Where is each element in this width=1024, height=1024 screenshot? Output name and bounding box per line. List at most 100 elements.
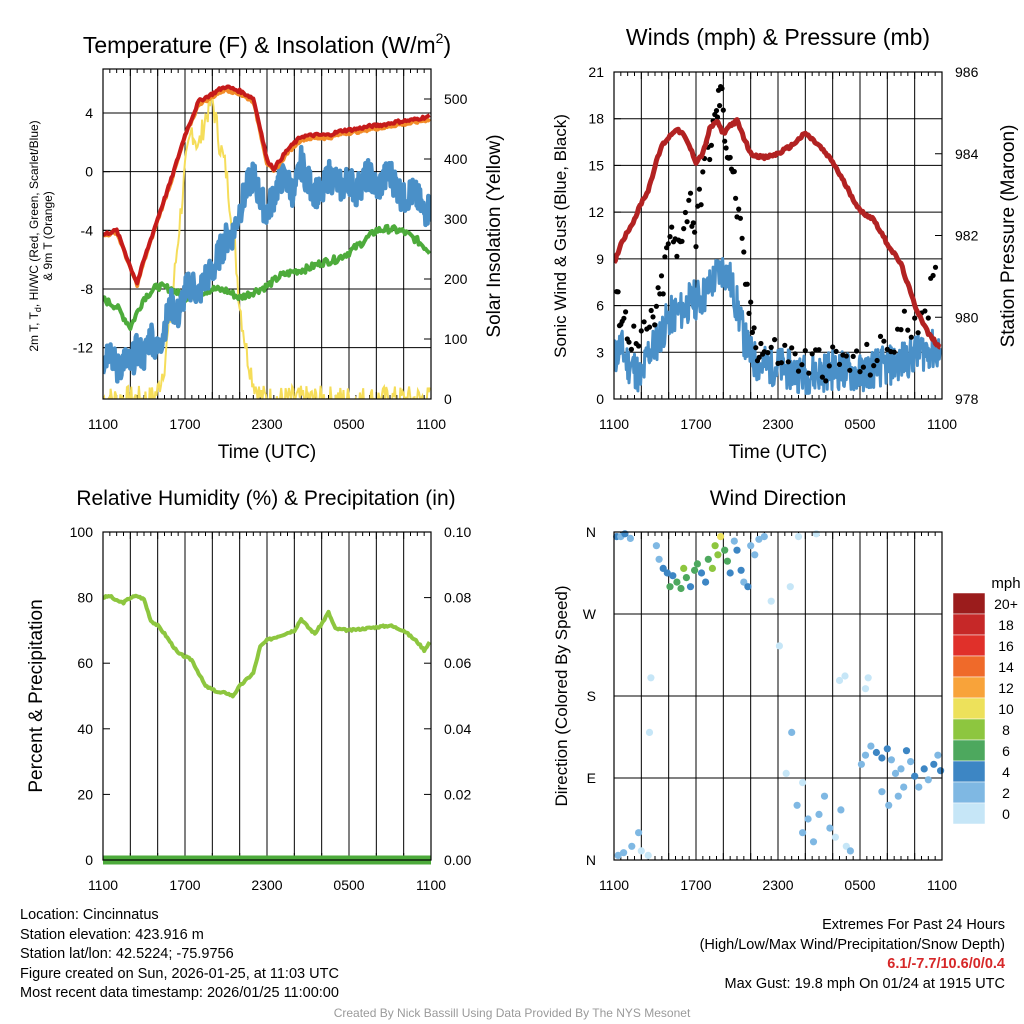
direction-xtick-label: 0500 bbox=[844, 877, 875, 893]
data-timestamp: Most recent data timestamp: 2026/01/25 1… bbox=[20, 985, 339, 1001]
gust-point bbox=[901, 308, 908, 314]
direction-point bbox=[887, 756, 896, 764]
humidity-title: Relative Humidity (%) & Precipitation (i… bbox=[76, 487, 455, 510]
gust-point bbox=[682, 209, 689, 216]
direction-point bbox=[815, 810, 823, 819]
direction-point bbox=[782, 769, 790, 778]
direction-point bbox=[733, 546, 741, 554]
direction-xtick-label: 1100 bbox=[927, 877, 957, 893]
gust-point bbox=[669, 224, 675, 230]
temperature-ytick-label-left: -8 bbox=[81, 281, 94, 297]
direction-point bbox=[924, 776, 932, 784]
direction-xtick-label: 1100 bbox=[599, 877, 629, 893]
direction-ytick-label: N bbox=[586, 852, 596, 868]
gust-point bbox=[874, 357, 880, 364]
gust-point bbox=[802, 348, 808, 354]
gust-point bbox=[714, 114, 721, 120]
direction-point bbox=[804, 815, 812, 823]
sonic-wind-line bbox=[614, 257, 942, 395]
winds-border bbox=[613, 71, 943, 400]
humidity-xtick-label: 2300 bbox=[251, 877, 282, 893]
humidity-ytick-label-left: 40 bbox=[77, 721, 93, 737]
gust-point bbox=[765, 350, 771, 356]
gust-point bbox=[847, 367, 853, 373]
direction-point bbox=[697, 569, 706, 577]
gust-point bbox=[744, 281, 750, 287]
direction-point bbox=[663, 569, 671, 577]
gust-point bbox=[733, 195, 739, 201]
gust-point bbox=[662, 254, 668, 260]
temperature-border bbox=[102, 68, 432, 400]
gust-point bbox=[792, 351, 798, 357]
gust-point bbox=[823, 378, 829, 384]
gust-point bbox=[727, 154, 733, 161]
gust-point bbox=[826, 363, 832, 369]
humidity-ytick-label-left: 60 bbox=[77, 655, 93, 671]
direction-point bbox=[837, 806, 845, 814]
humidity-ytick-label-right: 0.06 bbox=[444, 655, 471, 671]
gust-point bbox=[789, 345, 795, 351]
direction-point bbox=[907, 758, 915, 766]
direction-point bbox=[793, 801, 801, 809]
gust-point bbox=[658, 273, 665, 279]
direction-point bbox=[686, 583, 695, 591]
gust-point bbox=[912, 315, 918, 321]
temperature-ytick-label-right: 300 bbox=[444, 211, 468, 227]
gust-point bbox=[698, 202, 704, 208]
direction-point bbox=[626, 534, 635, 543]
legend-label: 12 bbox=[998, 680, 1014, 696]
gust-point bbox=[857, 369, 863, 375]
direction-ytick-label: N bbox=[586, 524, 596, 540]
direction-ytick-label: E bbox=[587, 770, 596, 786]
direction-point bbox=[614, 851, 622, 860]
gust-point bbox=[843, 353, 849, 359]
gust-point bbox=[708, 142, 715, 148]
temperature-xtick-label: 0500 bbox=[333, 416, 364, 432]
gust-point bbox=[653, 303, 660, 309]
direction-point bbox=[930, 760, 938, 768]
winds-ylabel-right: Station Pressure (Maroon) bbox=[998, 125, 1019, 348]
humidity-xtick-label: 1700 bbox=[169, 877, 200, 893]
gust-point bbox=[720, 107, 726, 113]
gust-point bbox=[806, 370, 812, 376]
gust-point bbox=[641, 319, 647, 325]
direction-point bbox=[885, 801, 893, 809]
gust-point bbox=[623, 309, 629, 315]
direction-point bbox=[702, 578, 710, 586]
extremes-values: 6.1/-7.7/10.6/0/0.4 bbox=[887, 956, 1005, 972]
gust-point bbox=[860, 364, 867, 370]
humidity-ytick-label-right: 0.02 bbox=[444, 786, 471, 802]
figure-created: Figure created on Sun, 2026-01-25, at 11… bbox=[20, 965, 339, 982]
gust-point bbox=[905, 327, 911, 333]
gust-point bbox=[741, 249, 747, 255]
legend-swatch bbox=[952, 655, 986, 678]
wind-chill-line bbox=[103, 144, 431, 384]
gust-point bbox=[795, 368, 802, 374]
direction-point bbox=[680, 564, 688, 573]
direction-point bbox=[737, 566, 745, 574]
direction-xtick-label: 2300 bbox=[762, 877, 793, 893]
temperature-plot: 1100 1700 2300 0500 1100 4 0 -4 -8 -12 500 400 300 20… bbox=[73, 68, 468, 432]
winds-xtick-label: 0500 bbox=[844, 416, 875, 432]
gust-point bbox=[753, 345, 759, 351]
gust-point bbox=[736, 206, 742, 212]
direction-point bbox=[652, 542, 661, 550]
legend-label: 16 bbox=[998, 638, 1014, 654]
direction-point bbox=[846, 847, 855, 855]
humidity-ytick-label-left: 80 bbox=[77, 590, 93, 606]
gust-point bbox=[819, 374, 826, 380]
temperature-ytick-label-left: -4 bbox=[81, 222, 94, 238]
direction-point bbox=[655, 555, 663, 563]
gust-point bbox=[809, 351, 815, 357]
gust-point bbox=[864, 341, 870, 347]
gust-point bbox=[665, 241, 671, 247]
gust-point bbox=[652, 322, 658, 328]
temperature-xtick-label: 1100 bbox=[88, 416, 118, 432]
winds-ytick-label-left: 21 bbox=[588, 64, 604, 80]
gust-point bbox=[751, 325, 757, 331]
humidity-ytick-label-right: 0.08 bbox=[444, 590, 471, 606]
winds-plot: 1100 1700 2300 0500 1100 21 18 15 12 9 6 3 0 986 984 98… bbox=[588, 64, 978, 432]
winds-ytick-label-left: 3 bbox=[596, 344, 604, 360]
winds-ytick-label-left: 9 bbox=[596, 251, 604, 267]
temp-2m-line bbox=[103, 84, 431, 286]
